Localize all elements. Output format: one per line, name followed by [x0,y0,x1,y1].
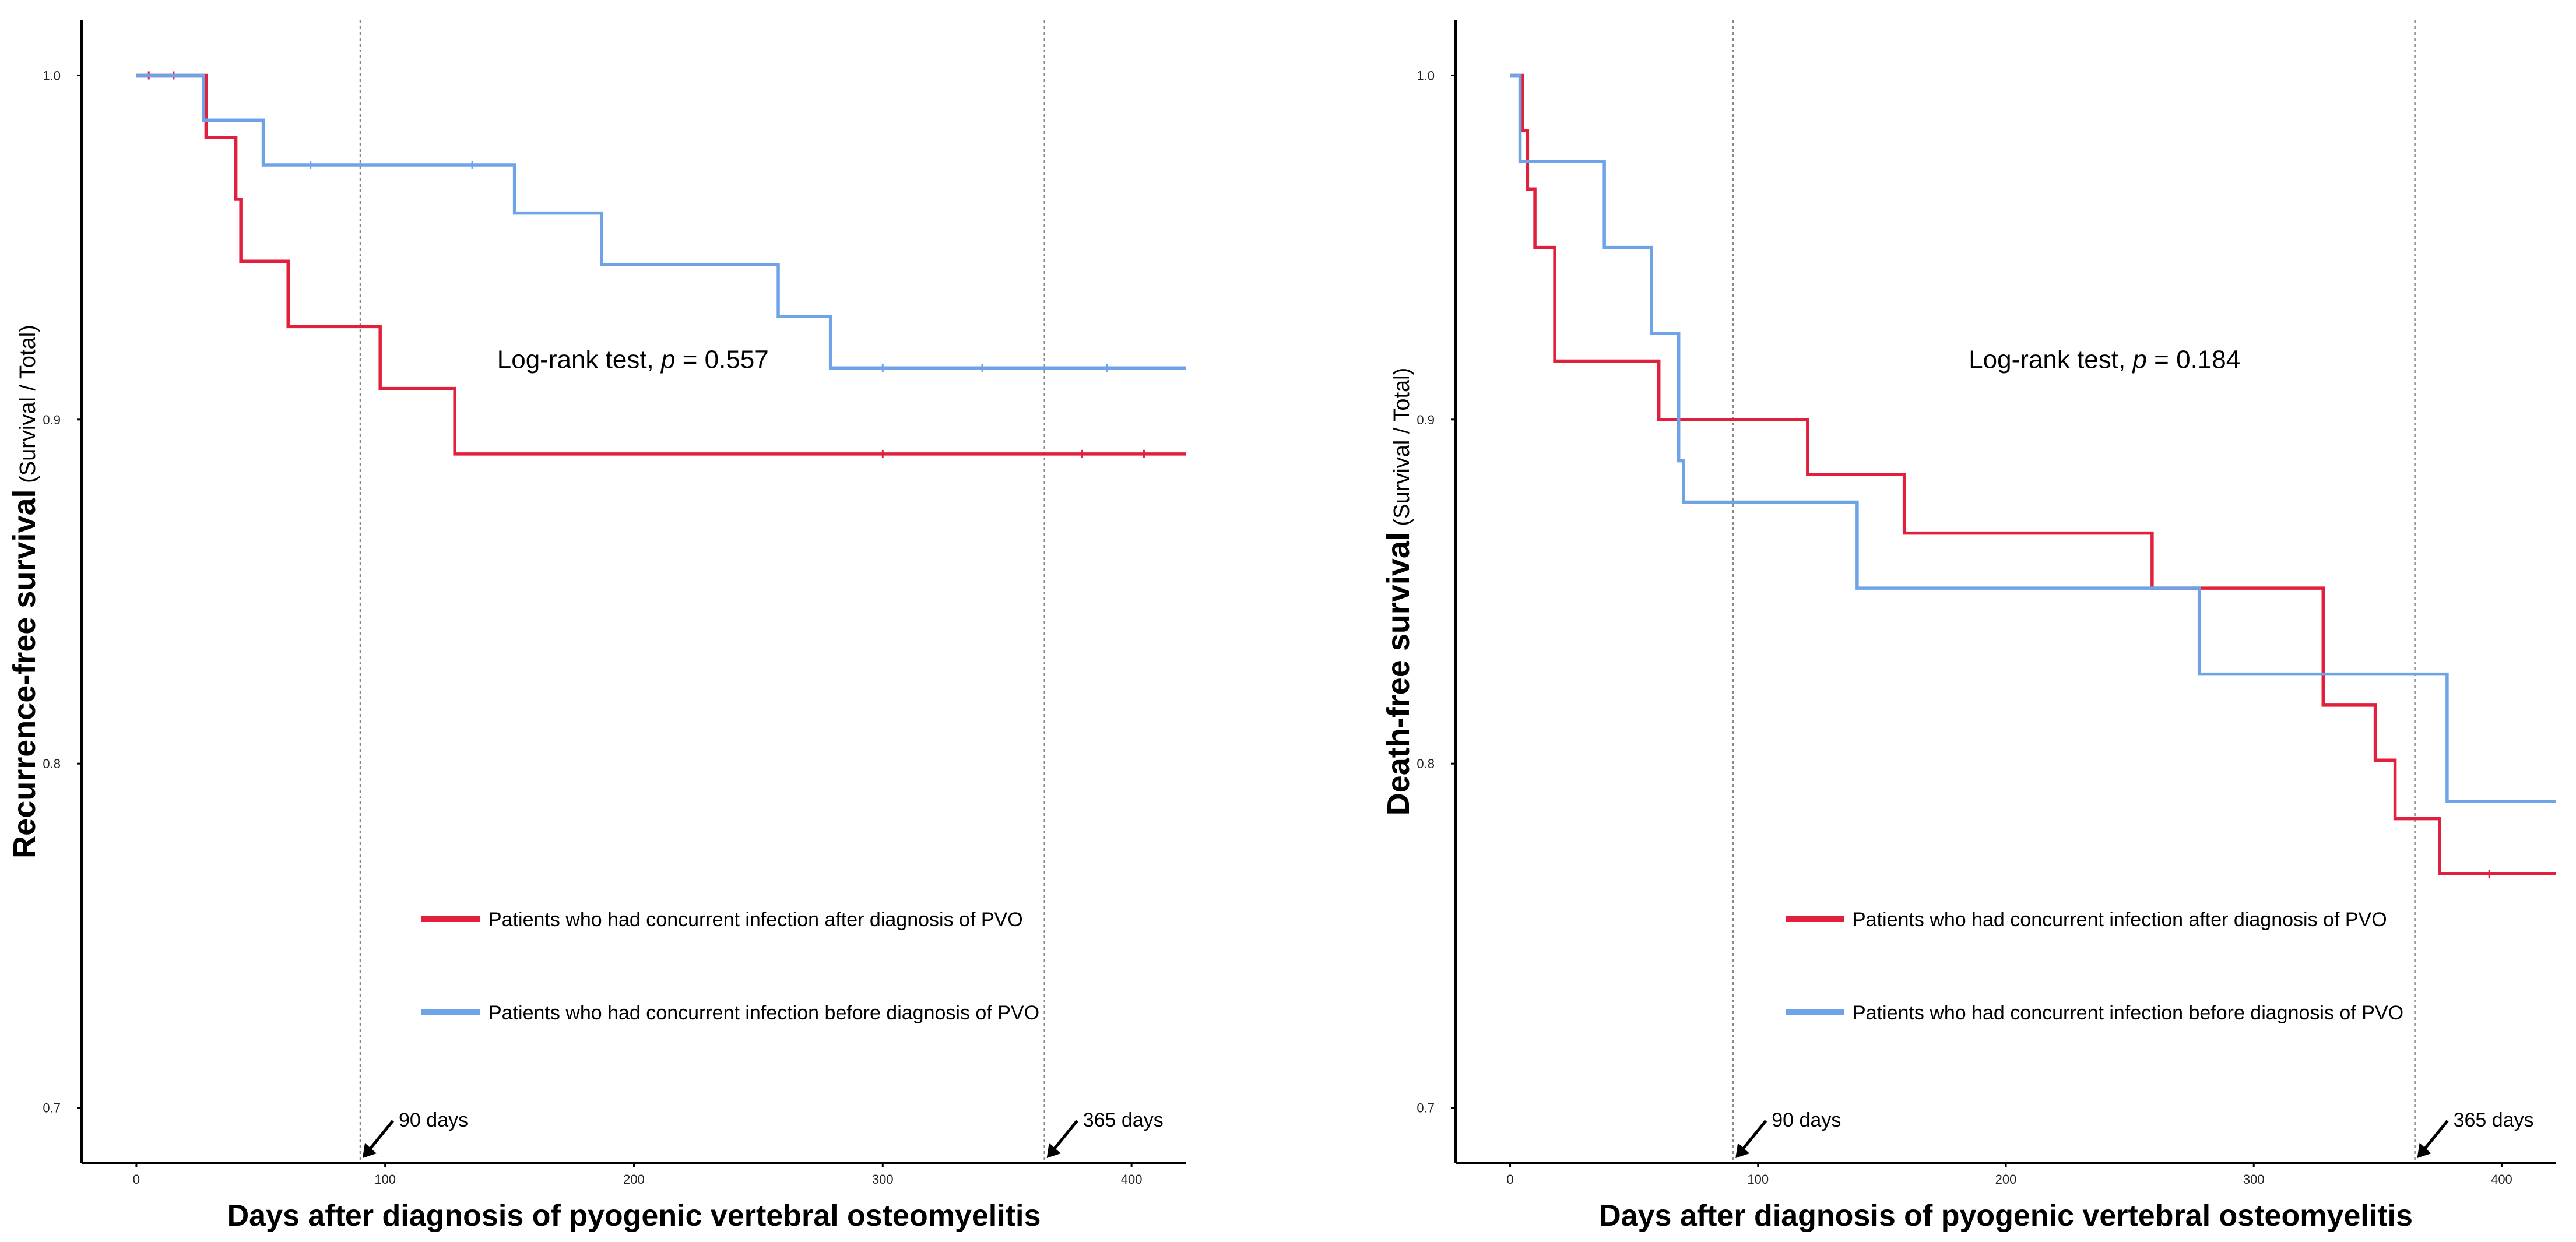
km-curve-red [136,73,1186,456]
x-axis-label: Days after diagnosis of pyogenic vertebr… [1599,1199,2413,1233]
km-curve-blue [1510,73,2556,803]
km-curve-blue [136,73,1186,370]
y-tick-label: 0.7 [43,1101,61,1116]
arrow-label-90-days: 90 days [399,1109,468,1131]
legend: Patients who had concurrent infection af… [421,909,1039,1024]
recurrence-free-panel: 0 100 200 300 400 0.7 0.8 0.9 1.0 Log-rank test,… [7,20,1186,1233]
logrank-annotation: Log-rank test, p = 0.184 [1969,345,2240,374]
y-axis-label: Death-free survival (Survival / Total) [1381,368,1416,816]
y-tick-label: 0.8 [1417,757,1435,771]
x-tick-label: 100 [1747,1172,1769,1187]
x-tick-label: 400 [2491,1172,2512,1187]
x-axis-label: Days after diagnosis of pyogenic vertebr… [227,1199,1041,1233]
arrow-365-days [2420,1120,2449,1153]
death-free-panel: 0 100 200 300 400 0.7 0.8 0.9 1.0 Log-rank test,… [1381,20,2556,1233]
x-tick-label: 300 [872,1172,894,1187]
logrank-annotation: Log-rank test, p = 0.557 [497,345,769,374]
arrow-head [363,1143,377,1158]
x-tick-label: 0 [1506,1172,1513,1187]
y-axis-label: Recurrence-free survival (Survival / Tot… [7,325,42,859]
y-tick-label: 0.8 [43,757,61,771]
arrow-label-365-days: 365 days [1083,1109,1164,1131]
km-curve-red [1510,73,2556,875]
arrow-365-days [1050,1120,1078,1153]
x-tick-label: 200 [1995,1172,2017,1187]
arrow-90-days [366,1120,394,1153]
arrow-90-days [1739,1120,1767,1153]
y-tick-label: 1.0 [1417,68,1435,83]
x-tick-label: 400 [1121,1172,1143,1187]
y-tick-label: 1.0 [43,68,61,83]
legend-label-after: Patients who had concurrent infection af… [1853,909,2387,931]
y-tick-label: 0.9 [1417,413,1435,427]
arrow-head [1735,1143,1750,1158]
x-tick-label: 0 [133,1172,140,1187]
x-tick-label: 100 [374,1172,396,1187]
legend: Patients who had concurrent infection af… [1786,909,2403,1024]
arrow-head [1046,1143,1061,1158]
legend-label-after: Patients who had concurrent infection af… [489,909,1023,931]
arrow-label-90-days: 90 days [1772,1109,1841,1131]
y-tick-label: 0.9 [43,413,61,427]
x-tick-label: 200 [623,1172,645,1187]
legend-label-before: Patients who had concurrent infection be… [489,1002,1039,1024]
y-tick-label: 0.7 [1417,1101,1435,1116]
arrow-label-365-days: 365 days [2454,1109,2534,1131]
arrow-head [2417,1143,2431,1158]
x-tick-label: 300 [2243,1172,2265,1187]
legend-label-before: Patients who had concurrent infection be… [1853,1002,2403,1024]
